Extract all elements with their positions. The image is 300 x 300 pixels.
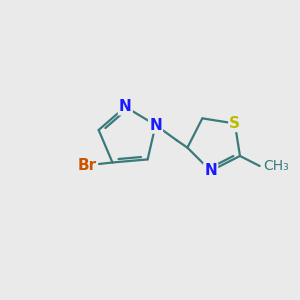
Text: S: S	[229, 116, 240, 131]
Text: N: N	[204, 164, 217, 178]
Text: N: N	[119, 99, 132, 114]
Text: N: N	[149, 118, 162, 133]
Text: CH₃: CH₃	[263, 159, 289, 173]
Text: Br: Br	[78, 158, 97, 173]
